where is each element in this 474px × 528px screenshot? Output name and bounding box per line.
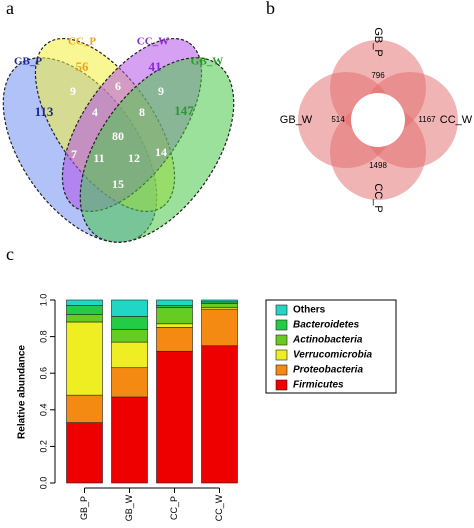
y-axis-label: Relative abundance bbox=[17, 345, 28, 439]
set-ellipse bbox=[79, 57, 235, 243]
region-count: 8 bbox=[139, 105, 145, 119]
x-tick-label: GB_P bbox=[79, 496, 89, 520]
region-count: 9 bbox=[158, 84, 164, 98]
region-count: 147 bbox=[174, 103, 194, 118]
bar-segment bbox=[111, 328, 148, 343]
bar-segment bbox=[201, 299, 238, 303]
region-count: 9 bbox=[70, 84, 76, 98]
set-label: GB_P bbox=[14, 56, 42, 68]
bar-segment bbox=[66, 299, 103, 306]
y-tick-label: 1.0 bbox=[38, 294, 48, 307]
set-count: 1167 bbox=[418, 115, 436, 124]
set-label: GB_P bbox=[372, 27, 384, 56]
y-tick-label: 0.6 bbox=[38, 367, 48, 380]
x-tick-label: GB_W bbox=[124, 494, 134, 521]
legend-label: Others bbox=[293, 305, 326, 316]
legend-swatch bbox=[275, 334, 288, 346]
bar-segment bbox=[201, 345, 238, 484]
panel-label: a bbox=[6, 0, 14, 18]
legend-swatch bbox=[275, 364, 288, 376]
set-count: 796 bbox=[371, 71, 385, 80]
bar-segment bbox=[111, 299, 148, 317]
legend-box bbox=[265, 299, 397, 394]
y-tick-label: 0.8 bbox=[38, 330, 48, 343]
region-count: 11 bbox=[93, 151, 104, 165]
region-count: 6 bbox=[115, 79, 121, 93]
bar-segment bbox=[156, 299, 193, 306]
bar-segment bbox=[201, 308, 238, 347]
core bbox=[351, 93, 405, 147]
region-count: 15 bbox=[112, 177, 124, 191]
bar-segment bbox=[111, 316, 148, 330]
y-tick-label: 0.2 bbox=[38, 440, 48, 453]
bar-segment bbox=[156, 323, 193, 328]
bar-segment bbox=[66, 314, 103, 323]
legend-label: Verrucomicrobia bbox=[293, 350, 373, 361]
bar-segment bbox=[156, 350, 193, 484]
region-count: 14 bbox=[155, 145, 167, 159]
legend-label: Actinobacteria bbox=[292, 335, 363, 346]
bar-segment bbox=[66, 321, 103, 396]
set-count: 514 bbox=[331, 115, 345, 124]
region-count: 12 bbox=[128, 151, 140, 165]
bar-segment bbox=[201, 303, 238, 308]
x-tick-label: CC_W bbox=[214, 494, 224, 521]
bar-segment bbox=[111, 396, 148, 484]
set-label: CC_W bbox=[137, 36, 169, 48]
legend-label: Firmicutes bbox=[293, 380, 344, 391]
legend-swatch bbox=[275, 304, 288, 316]
x-tick-label: CC_P bbox=[169, 496, 179, 520]
legend-swatch bbox=[275, 319, 288, 331]
set-count: 1498 bbox=[369, 161, 387, 170]
region-count: 41 bbox=[149, 59, 162, 74]
region-count: 56 bbox=[76, 59, 90, 74]
set-label: GB_W bbox=[191, 56, 223, 68]
region-count: 7 bbox=[71, 147, 77, 161]
bar-segment bbox=[66, 305, 103, 315]
legend-swatch bbox=[275, 349, 288, 361]
set-label: GB_W bbox=[280, 114, 313, 126]
set-label: CC_W bbox=[440, 114, 473, 126]
panel-label: c bbox=[6, 244, 14, 264]
legend-label: Bacteroidetes bbox=[293, 320, 360, 331]
bar-segment bbox=[156, 307, 193, 325]
panel-label: b bbox=[266, 0, 275, 18]
bar-segment bbox=[66, 394, 103, 423]
region-count: 113 bbox=[35, 104, 54, 119]
region-count: 80 bbox=[112, 129, 124, 143]
legend-swatch bbox=[275, 379, 288, 391]
bar-segment bbox=[66, 422, 103, 484]
region-count: 4 bbox=[92, 105, 98, 119]
bar-segment bbox=[111, 341, 148, 369]
set-label: CC_P bbox=[68, 36, 96, 48]
y-tick-label: 0.0 bbox=[38, 477, 48, 490]
legend-label: Proteobacteria bbox=[293, 365, 363, 376]
bar-segment bbox=[111, 367, 148, 398]
y-tick-label: 0.4 bbox=[38, 404, 48, 417]
set-label: CC_P bbox=[372, 183, 384, 212]
bar-segment bbox=[156, 327, 193, 352]
